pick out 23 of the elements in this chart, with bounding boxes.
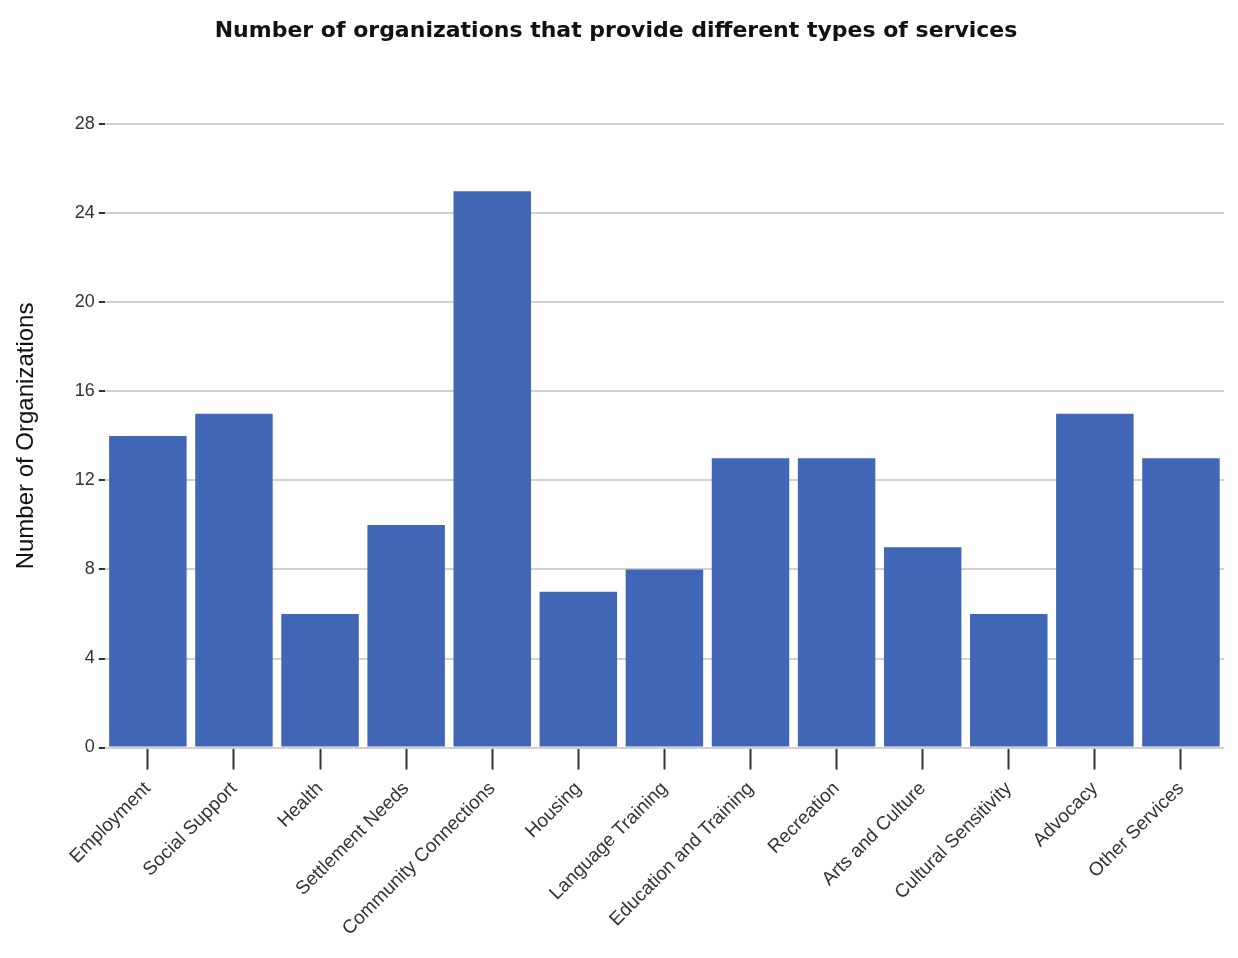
bar <box>195 413 273 747</box>
bar <box>539 591 618 747</box>
bar <box>1056 413 1134 747</box>
bar <box>797 458 876 747</box>
bar <box>711 458 790 747</box>
y-tick-label: 8 <box>84 558 95 579</box>
y-tick-label: 16 <box>74 380 95 401</box>
bar <box>367 524 445 747</box>
bar <box>453 191 531 747</box>
y-tick-label: 0 <box>84 736 95 757</box>
bar <box>281 614 359 747</box>
y-axis-title: Number of Organizations <box>11 302 39 570</box>
y-tick-label: 4 <box>84 647 95 668</box>
bar <box>109 435 187 747</box>
y-tick-label: 12 <box>74 469 95 490</box>
chart-title: Number of organizations that provide different types of services <box>214 16 1018 42</box>
bar <box>625 569 704 747</box>
bar <box>1142 458 1220 747</box>
bar <box>970 614 1048 747</box>
y-tick-label: 20 <box>74 291 95 312</box>
y-tick-label: 28 <box>74 113 95 134</box>
bar <box>883 547 962 747</box>
y-tick-label: 24 <box>74 202 95 223</box>
